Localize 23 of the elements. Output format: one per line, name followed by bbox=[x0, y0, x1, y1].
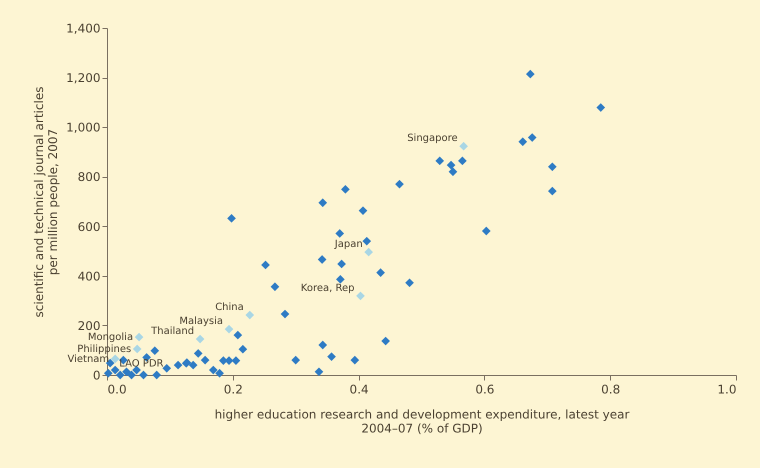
x-tick-label: 0.4 bbox=[350, 382, 369, 396]
annotation: Singapore bbox=[407, 133, 458, 144]
annotation: Japan bbox=[334, 239, 363, 250]
annotation: Malaysia bbox=[179, 316, 224, 328]
annotation: LAO PDR bbox=[119, 358, 164, 370]
x-axis-title: higher education research and development expenditure, latest year 2004–07 (% of GDP) bbox=[214, 408, 630, 436]
x-tick-label: 0.0 bbox=[108, 382, 127, 396]
y-tick-label: 600 bbox=[78, 220, 100, 234]
annotation: Korea, Rep bbox=[300, 282, 354, 294]
y-tick-label: 1,200 bbox=[66, 71, 100, 86]
x-tick-label: 0.2 bbox=[224, 382, 243, 396]
y-tick-label: 400 bbox=[78, 269, 100, 284]
y-tick-label: 1,400 bbox=[66, 22, 100, 36]
annotation: China bbox=[215, 302, 244, 314]
x-tick-label: 0.6 bbox=[475, 382, 494, 396]
y-tick-label: 1,000 bbox=[66, 120, 100, 135]
x-tick-label: 0.8 bbox=[601, 382, 620, 396]
y-tick-label: 200 bbox=[78, 318, 100, 333]
y-tick-label: 0 bbox=[92, 368, 100, 382]
x-tick-label: 1.0 bbox=[717, 382, 736, 396]
y-axis-title: scientific and technical journal articles per million people, 2007 bbox=[32, 86, 60, 318]
y-tick-label: 800 bbox=[78, 170, 100, 184]
annotation: Thailand bbox=[150, 326, 194, 338]
